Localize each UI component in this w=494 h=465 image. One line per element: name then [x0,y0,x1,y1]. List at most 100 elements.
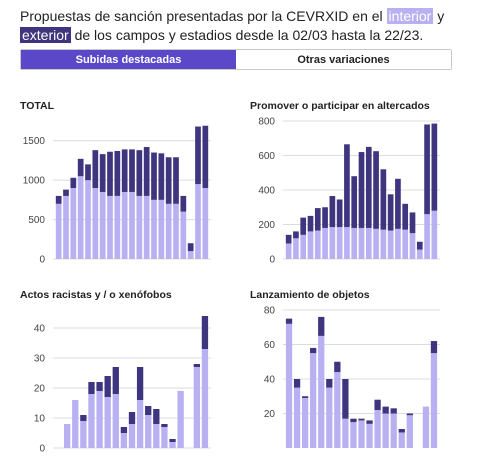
bar-interior [88,394,95,448]
bar-interior [104,397,111,448]
bar-exterior [77,158,84,177]
bar-interior [70,188,77,259]
bar-interior [395,228,401,259]
y-tick-label: 0 [39,444,45,455]
chart-title: Lanzamiento de objetos [250,289,370,301]
chart-title: Promover o participar en altercados [250,100,430,112]
bar-exterior [85,164,91,181]
bar-interior [177,391,184,448]
bar-interior [430,353,438,449]
bar-exterior [424,124,430,215]
bar-exterior [96,382,103,391]
bar-interior [193,367,200,448]
bar-exterior [398,429,405,433]
bar-exterior [143,147,150,196]
bar-exterior [63,189,69,196]
bar-exterior [329,196,336,228]
bar-exterior [334,361,341,373]
bar-exterior [310,347,317,354]
bar-exterior [326,379,333,388]
bar-interior [314,230,321,259]
bar-interior [85,180,91,259]
bar-interior [64,424,71,448]
y-tick-label: 40 [264,375,276,386]
bar-interior [80,421,87,448]
bar-exterior [202,125,209,189]
bar-exterior [92,150,99,189]
y-tick-label: 20 [264,409,276,420]
bar-interior [143,195,150,259]
bar-interior [329,227,336,259]
bar-interior [201,349,209,448]
bar-interior [431,210,438,259]
bar-interior [293,387,301,449]
bar-exterior [187,243,194,252]
bar-exterior [165,157,172,204]
bar-interior [202,188,209,259]
bar-exterior [107,151,113,196]
bar-interior [99,191,106,259]
bar-interior [151,199,157,259]
bar-exterior [99,154,106,192]
bar-interior [187,251,194,259]
bar-interior [63,195,69,259]
bar-exterior [409,212,416,234]
bar-exterior [382,406,389,414]
bar-exterior [193,364,200,367]
bar-interior [365,227,372,259]
bar-exterior [358,418,365,421]
bar-exterior [350,418,357,423]
bar-exterior [120,427,128,433]
bar-exterior [104,376,111,397]
intro-text: Propuestas de sanción presentadas por la… [20,7,480,45]
bar-interior [336,227,343,259]
bar-interior [165,203,172,259]
y-tick-label: 600 [258,151,275,162]
bar-exterior [293,231,299,239]
bar-exterior [151,152,157,200]
bar-exterior [344,144,350,228]
bar-exterior [416,241,423,250]
y-tick-label: 10 [34,414,46,425]
bar-interior [145,415,152,448]
bar-interior [161,427,168,448]
bar-exterior [406,413,413,416]
bar-exterior [318,316,325,336]
interior-label: interior [386,8,434,24]
bar-exterior [402,203,409,230]
bar-exterior [374,399,381,411]
y-tick-label: 60 [264,340,276,351]
bar-exterior [70,177,77,189]
bar-interior [169,442,176,448]
bar-interior [398,432,405,448]
bar-exterior [129,149,135,192]
tab-otras-variaciones[interactable]: Otras variaciones [236,50,451,69]
bar-interior [92,188,99,259]
bar-interior [351,227,358,259]
bar-interior [107,195,113,259]
bar-interior [72,400,79,448]
bar-exterior [387,194,394,231]
tab-subidas-destacadas[interactable]: Subidas destacadas [21,50,236,69]
bar-interior [322,227,328,259]
bar-exterior [169,439,176,442]
bar-exterior [366,420,373,424]
bar-interior [366,423,373,448]
bar-interior [129,191,135,259]
bar-interior [326,387,333,449]
bar-interior [300,234,307,259]
bar-exterior [301,396,309,398]
intro-part1: Propuestas de sanción presentadas por la… [20,8,387,24]
bar-exterior [121,149,128,192]
exterior-label: exterior [20,27,71,43]
bar-exterior [161,424,168,427]
y-tick-label: 20 [34,384,46,395]
tab-bar: Subidas destacadas Otras variaciones [20,49,452,70]
bar-exterior [158,153,165,200]
bar-interior [121,191,128,259]
bar-exterior [307,215,314,232]
bar-interior [195,184,201,259]
bar-interior [390,413,397,448]
bar-exterior [88,382,95,394]
